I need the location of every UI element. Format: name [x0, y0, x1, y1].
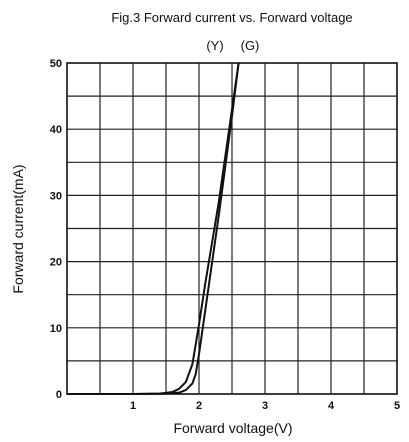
y-axis-label: Forward current(mA): [10, 164, 26, 293]
grid: [67, 63, 397, 394]
plot-frame: [66, 62, 398, 395]
x-tick-labels: 1 2 3 4 5: [130, 400, 400, 412]
x-tick-label: 3: [262, 400, 268, 412]
y-tick-label: 10: [50, 323, 62, 335]
x-tick-label: 2: [196, 400, 202, 412]
series-label-g: (G): [241, 38, 260, 53]
y-tick-labels: 0 10 20 30 40 50: [50, 58, 62, 401]
y-tick-label: 20: [50, 257, 62, 269]
chart-title: Fig.3 Forward current vs. Forward voltag…: [111, 10, 352, 25]
x-tick-label: 4: [328, 400, 335, 412]
y-tick-label: 50: [50, 58, 62, 70]
x-tick-label: 5: [394, 400, 400, 412]
series-label-y: (Y): [206, 38, 223, 53]
y-tick-label: 0: [56, 389, 62, 401]
x-axis-label: Forward voltage(V): [173, 420, 292, 436]
y-tick-label: 40: [50, 124, 62, 136]
y-tick-label: 30: [50, 190, 62, 202]
x-tick-label: 1: [130, 400, 136, 412]
